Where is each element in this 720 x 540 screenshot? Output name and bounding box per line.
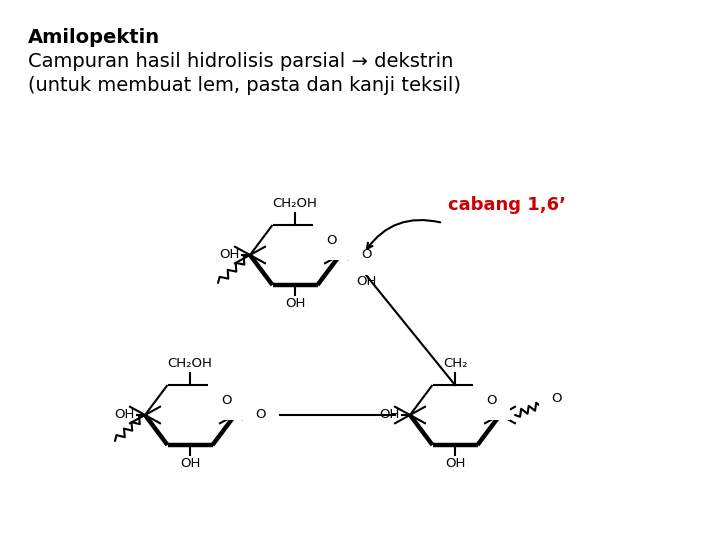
Text: O: O <box>326 233 337 246</box>
Text: OH: OH <box>356 275 376 288</box>
Text: OH: OH <box>379 408 400 422</box>
Text: O: O <box>487 394 497 407</box>
Text: OH: OH <box>114 408 135 422</box>
Text: Campuran hasil hidrolisis parsial → dekstrin: Campuran hasil hidrolisis parsial → deks… <box>28 52 454 71</box>
Text: OH: OH <box>180 457 200 470</box>
Text: CH₂OH: CH₂OH <box>168 357 212 370</box>
Text: CH₂OH: CH₂OH <box>273 197 318 210</box>
Text: (untuk membuat lem, pasta dan kanji teksil): (untuk membuat lem, pasta dan kanji teks… <box>28 76 461 95</box>
Text: O: O <box>361 248 372 261</box>
Text: OH: OH <box>285 297 305 310</box>
Text: O: O <box>552 393 562 406</box>
Text: Amilopektin: Amilopektin <box>28 28 160 47</box>
Text: O: O <box>222 394 232 407</box>
Text: CH₂: CH₂ <box>443 357 467 370</box>
Text: cabang 1,6’: cabang 1,6’ <box>448 196 566 214</box>
Text: OH: OH <box>445 457 465 470</box>
Text: OH: OH <box>220 248 240 261</box>
Text: O: O <box>256 408 266 422</box>
